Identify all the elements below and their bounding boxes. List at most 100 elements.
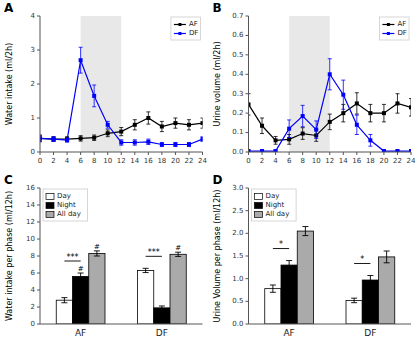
point	[79, 136, 83, 140]
point	[133, 123, 137, 127]
x-tick-label: DF	[156, 328, 168, 338]
y-tick-label: 0.0	[232, 148, 243, 156]
error-bar	[61, 298, 67, 303]
legend-box	[252, 189, 297, 221]
y-tick-label: 3	[31, 46, 35, 54]
y-tick-label: 14	[26, 201, 35, 209]
error-bar	[301, 105, 305, 126]
x-tick-label: 0	[38, 157, 42, 165]
point	[409, 105, 411, 109]
bar	[73, 276, 89, 324]
error-bar	[328, 114, 332, 130]
series	[281, 261, 379, 324]
x-tick-label: DF	[364, 328, 376, 338]
panel-title: B	[213, 1, 222, 15]
plot-area	[249, 16, 412, 152]
y-tick-label: 3.0	[232, 184, 243, 192]
point	[160, 143, 164, 147]
error-bar	[52, 137, 56, 142]
error-bar	[187, 142, 191, 146]
panel-title: A	[4, 1, 14, 15]
point	[395, 101, 399, 105]
series	[249, 59, 412, 152]
bar	[170, 254, 186, 324]
x-tick-label: 24	[407, 157, 416, 165]
x-tick-label: 24	[198, 157, 207, 165]
error-bar	[270, 285, 276, 292]
legend-swatch	[255, 194, 263, 200]
series	[89, 251, 187, 324]
legend-swatch	[382, 33, 394, 34]
y-axis-line	[40, 16, 41, 152]
legend-marker	[178, 32, 181, 35]
error-bar	[92, 85, 96, 107]
point	[52, 137, 56, 141]
y-tick-label: 1.5	[232, 252, 243, 260]
point	[368, 111, 372, 115]
legend-swatch	[255, 212, 263, 218]
y-tick-label: 0.1	[232, 128, 243, 136]
legend-label: AF	[189, 20, 198, 28]
point	[187, 123, 191, 127]
point	[146, 116, 150, 120]
y-tick-label: 16	[26, 184, 35, 192]
y-axis-line	[248, 188, 249, 324]
y-tick-label: 2.5	[232, 207, 243, 215]
legend: DayNightAll day	[252, 189, 297, 221]
point	[328, 72, 332, 76]
point	[341, 93, 345, 97]
x-tick-label: 10	[312, 157, 321, 165]
y-tick-label: 6	[31, 269, 36, 277]
error-bar	[146, 139, 150, 144]
legend-swatch	[174, 24, 186, 25]
y-axis-label: Urine volume (ml/2h)	[213, 41, 222, 126]
legend-box	[171, 17, 201, 40]
bar	[297, 231, 313, 324]
x-axis-line	[249, 152, 412, 153]
point	[92, 94, 96, 98]
y-tick-label: 0.5	[232, 51, 243, 59]
y-tick-label: 1.0	[232, 275, 243, 283]
point	[119, 140, 123, 144]
error-bar	[79, 136, 83, 141]
y-tick-label: 0.2	[232, 109, 243, 117]
error-bar	[260, 118, 264, 134]
error-bar	[368, 135, 372, 147]
error-bar	[382, 104, 386, 121]
x-tick-label: 20	[171, 157, 180, 165]
x-tick-label: 20	[379, 157, 388, 165]
error-bar	[409, 99, 411, 116]
bar	[281, 265, 297, 324]
x-tick-label: 4	[273, 157, 278, 165]
point	[260, 124, 264, 128]
point	[368, 138, 372, 142]
legend-box	[379, 17, 409, 40]
error-bar	[351, 298, 357, 303]
annotation: *	[360, 255, 364, 264]
legend-label: DF	[189, 29, 198, 37]
error-bar	[187, 120, 191, 130]
bar	[265, 289, 281, 324]
point	[79, 58, 83, 62]
error-bar	[384, 251, 390, 263]
annotation: #	[94, 243, 100, 251]
legend-swatch	[46, 203, 54, 209]
error-bar	[92, 135, 96, 140]
y-tick-label: 0	[31, 148, 35, 156]
error-bar	[201, 118, 203, 128]
shaded-period	[81, 16, 122, 152]
point	[201, 121, 203, 125]
series	[40, 47, 203, 146]
legend: AFDF	[171, 17, 201, 40]
point	[341, 111, 345, 115]
point	[355, 123, 359, 127]
x-tick-label: 14	[339, 157, 348, 165]
y-tick-label: 0.5	[232, 297, 243, 305]
y-tick-label: 0.0	[232, 320, 243, 328]
panel: BUrine volume (ml/2h)0.00.10.20.30.40.50…	[213, 1, 416, 165]
y-axis-label: Water intake per phase (ml/12h)	[5, 191, 14, 321]
annotation: #	[78, 265, 84, 273]
annotation: #	[175, 244, 181, 252]
point	[382, 111, 386, 115]
x-axis-line	[249, 324, 412, 325]
